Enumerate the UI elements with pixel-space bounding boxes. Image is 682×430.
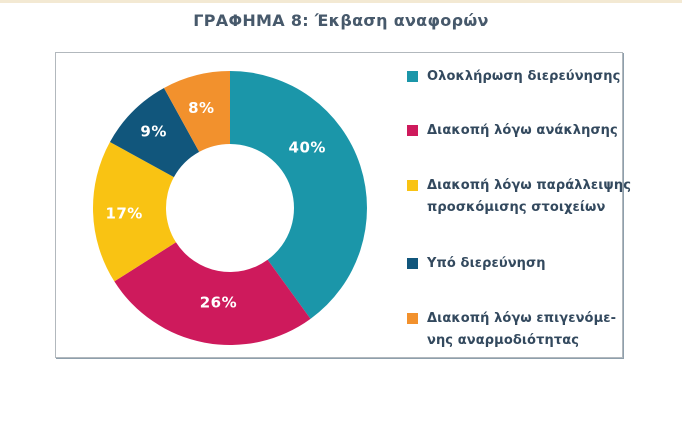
legend-label: Διακοπή λόγω παράλλειψης προσκόμισης στοι… <box>427 178 632 215</box>
legend-item: Υπό διερεύνηση <box>407 253 546 275</box>
top-accent-strip <box>0 0 682 3</box>
slice-percentage-label: 9% <box>140 123 166 141</box>
slice-percentage-label: 17% <box>105 205 142 223</box>
legend-item: Διακοπή λόγω παράλλειψης προσκόμισης στοι… <box>407 175 631 219</box>
donut-slice <box>163 71 230 152</box>
donut-slice <box>109 87 200 178</box>
chart-title: ΓΡΑΦΗΜΑ 8: Έκβαση αναφορών <box>193 11 489 30</box>
legend-swatch <box>407 71 418 82</box>
donut-slice <box>93 141 176 282</box>
legend: Ολοκλήρωση διερεύνησης Διακοπή λόγω ανάκλ… <box>56 53 631 356</box>
donut-chart: 40% 26% 17% 9% 8% <box>93 71 367 345</box>
donut-slice <box>230 71 367 319</box>
legend-label: Διακοπή λόγω επιγενόμε-νης αναρμοδιότητα… <box>427 311 617 348</box>
legend-item: Διακοπή λόγω επιγενόμε-νης αναρμοδιότητα… <box>407 308 616 352</box>
legend-item: Διακοπή λόγω ανάκλησης <box>407 120 618 142</box>
legend-label: Υπό διερεύνηση <box>427 256 546 271</box>
slice-percentage-label: 40% <box>289 139 326 157</box>
slice-percentage-label: 26% <box>200 293 237 311</box>
slice-percentage-label: 8% <box>188 99 214 117</box>
legend-swatch <box>407 313 418 324</box>
chart-container: 40% 26% 17% 9% 8% Ολοκλήρωση διερεύνησης Διακ… <box>55 52 631 358</box>
legend-swatch <box>407 125 418 136</box>
legend-swatch <box>407 180 418 191</box>
legend-label: Διακοπή λόγω ανάκλησης <box>427 123 618 138</box>
legend-label: Ολοκλήρωση διερεύνησης <box>427 69 621 84</box>
legend-item: Ολοκλήρωση διερεύνησης <box>407 66 620 88</box>
legend-swatch <box>407 258 418 269</box>
donut-slice <box>114 242 311 345</box>
